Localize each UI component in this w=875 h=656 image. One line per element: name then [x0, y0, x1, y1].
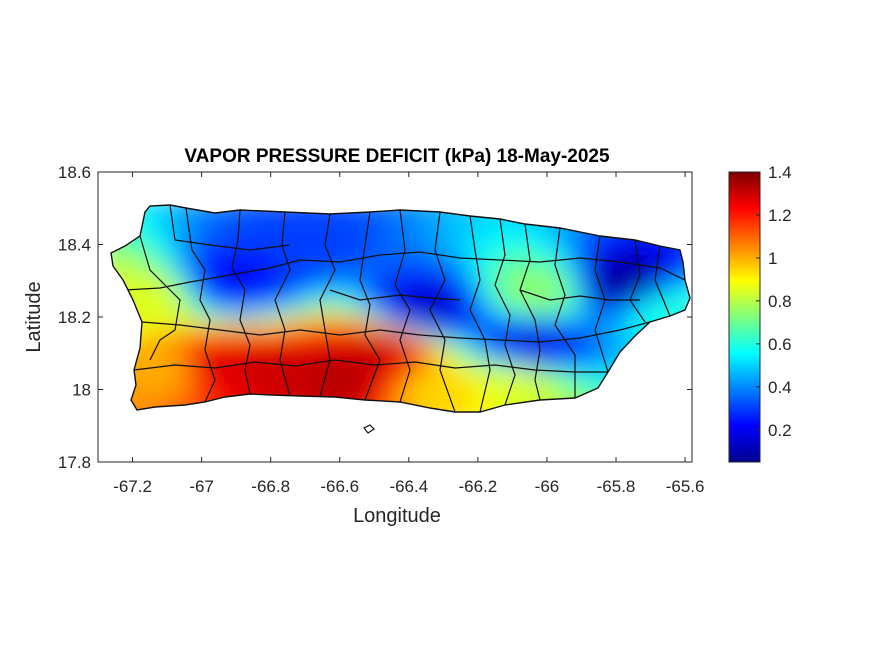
- x-tick-label: -66.8: [251, 477, 290, 496]
- colorbar-tick-label: 0.4: [768, 378, 792, 397]
- y-tick-label: 18: [72, 381, 91, 400]
- x-tick-label: -66.2: [459, 477, 498, 496]
- x-tick-label: -67: [189, 477, 214, 496]
- colorbar-tick-label: 1: [768, 249, 777, 268]
- colorbar-tick-label: 0.2: [768, 421, 792, 440]
- colorbar-tick-label: 0.8: [768, 292, 792, 311]
- y-axis-label: Latitude: [23, 281, 45, 352]
- y-tick-label: 18.2: [58, 308, 91, 327]
- x-axis-ticks: -67.2 -67 -66.8 -66.6 -66.4 -66.2 -66 -65.8 -65.…: [113, 172, 704, 496]
- x-tick-label: -66: [535, 477, 560, 496]
- municipality-borders: [124, 205, 686, 412]
- x-tick-label: -66.4: [389, 477, 428, 496]
- colorbar-ticks: 0.2 0.4 0.6 0.8 1 1.2 1.4: [756, 163, 792, 440]
- colorbar-tick-label: 0.6: [768, 335, 792, 354]
- chart-title: VAPOR PRESSURE DEFICIT (kPa) 18-May-2025: [184, 146, 610, 167]
- x-tick-label: -65.6: [666, 477, 705, 496]
- x-axis-label: Longitude: [353, 505, 441, 527]
- y-tick-label: 18.4: [58, 236, 91, 255]
- y-axis-ticks: 17.8 18 18.2 18.4 18.6: [58, 163, 692, 472]
- x-tick-label: -66.6: [320, 477, 359, 496]
- x-tick-label: -65.8: [597, 477, 636, 496]
- colorbar: [728, 171, 761, 463]
- colorbar-tick-label: 1.4: [768, 163, 792, 182]
- colorbar-tick-label: 1.2: [768, 206, 792, 225]
- x-tick-label: -67.2: [113, 477, 152, 496]
- y-tick-label: 17.8: [58, 453, 91, 472]
- y-tick-label: 18.6: [58, 163, 91, 182]
- caja-de-muertos-islet: [363, 424, 375, 434]
